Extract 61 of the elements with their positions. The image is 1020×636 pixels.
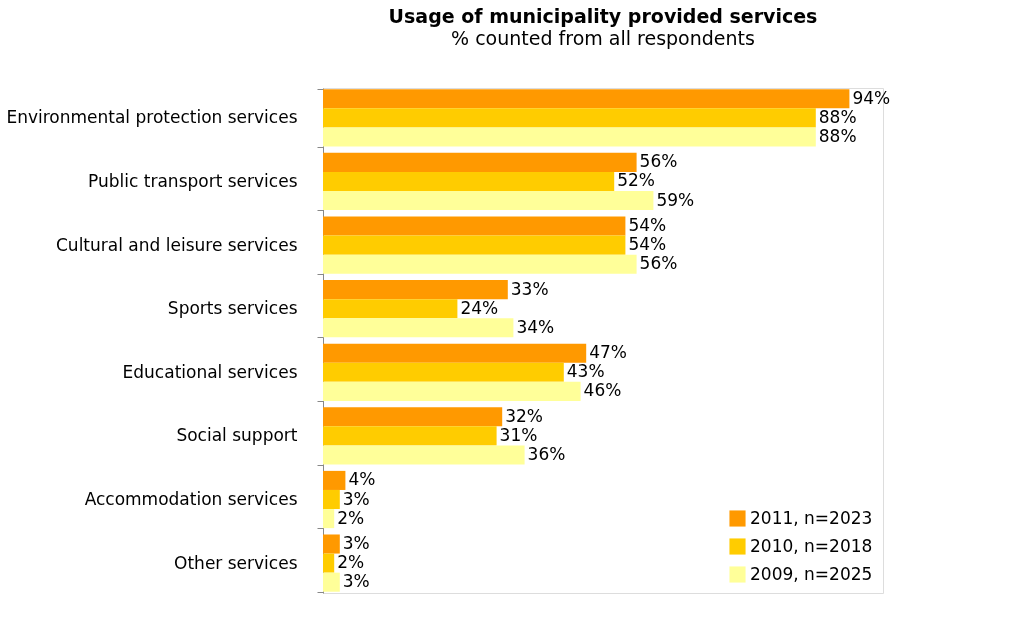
- bar: [323, 299, 458, 319]
- data-label: 56%: [639, 151, 678, 172]
- legend-label: 2010, n=2018: [750, 535, 873, 556]
- data-label: 36%: [527, 443, 566, 464]
- data-label: 59%: [656, 189, 695, 210]
- y-tick-label: Sports services: [167, 298, 298, 319]
- data-label: 3%: [342, 533, 370, 554]
- data-label: 4%: [348, 469, 376, 490]
- chart-subtitle: % counted from all respondents: [451, 27, 755, 49]
- bar: [323, 509, 335, 529]
- data-label: 32%: [505, 405, 543, 426]
- bar: [323, 191, 654, 211]
- chart-title: Usage of municipality provided services: [388, 5, 818, 27]
- data-label: 56%: [639, 253, 678, 274]
- data-label: 94%: [852, 87, 891, 108]
- data-label: 52%: [617, 170, 655, 191]
- data-label: 47%: [589, 342, 627, 363]
- bar: [323, 445, 525, 465]
- bar: [323, 152, 637, 172]
- y-tick-label: Accommodation services: [84, 489, 298, 510]
- bar: [323, 534, 340, 554]
- data-label: 2%: [337, 507, 365, 528]
- data-label: 54%: [628, 234, 667, 255]
- data-label: 31%: [499, 424, 538, 445]
- data-label: 33%: [510, 278, 549, 299]
- bar: [323, 171, 615, 192]
- y-tick-label: Environmental protection services: [6, 107, 298, 128]
- data-label: 2%: [337, 552, 365, 573]
- bar: [323, 362, 564, 382]
- data-label: 88%: [818, 125, 857, 146]
- bar: [323, 572, 340, 592]
- bar: [323, 489, 340, 510]
- bar: [323, 381, 581, 401]
- bar: [323, 254, 637, 274]
- bar: [323, 318, 514, 338]
- bar: [323, 89, 850, 109]
- legend-label: 2011, n=2023: [750, 507, 873, 528]
- y-tick-label: Cultural and leisure services: [56, 234, 298, 255]
- bar: [323, 280, 508, 300]
- legend-label: 2009, n=2025: [750, 563, 873, 584]
- bar: [323, 553, 335, 573]
- data-label: 54%: [628, 215, 667, 236]
- data-label: 88%: [818, 106, 857, 127]
- data-label: 43%: [566, 361, 605, 382]
- y-tick-label: Public transport services: [88, 170, 298, 191]
- data-label: 3%: [342, 488, 370, 509]
- y-tick-label: Social support: [176, 425, 298, 446]
- bar: [323, 108, 816, 128]
- bar: [323, 426, 497, 446]
- bar: [323, 343, 587, 363]
- bar: [323, 407, 503, 427]
- bar: [323, 216, 626, 236]
- bar: [323, 235, 626, 255]
- y-tick-label: Other services: [174, 552, 298, 573]
- bar: [323, 470, 346, 490]
- data-label: 24%: [460, 297, 499, 318]
- bar: [323, 127, 816, 147]
- data-label: 3%: [342, 571, 370, 592]
- data-label: 46%: [583, 380, 622, 401]
- y-tick-label: Educational services: [122, 361, 298, 382]
- data-label: 34%: [516, 316, 555, 337]
